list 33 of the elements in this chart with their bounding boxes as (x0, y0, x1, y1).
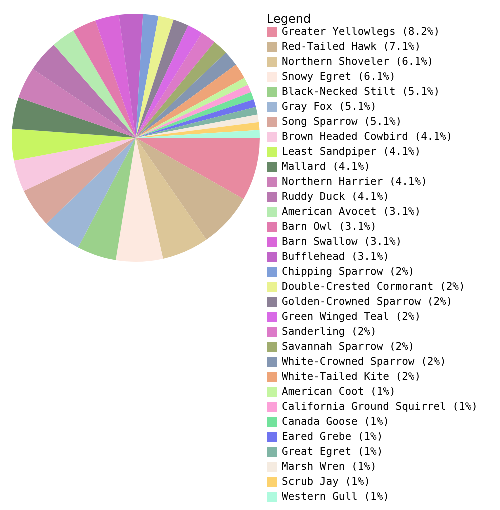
legend-label: Golden-Crowned Sparrow (2%) (282, 296, 453, 308)
legend-label: Green Winged Teal (2%) (282, 311, 422, 323)
legend-label: Canada Goose (1%) (282, 416, 390, 428)
legend-label: Eared Grebe (1%) (282, 431, 384, 443)
legend-label: Ruddy Duck (4.1%) (282, 191, 390, 203)
legend-label: Double-Crested Cormorant (2%) (282, 281, 466, 293)
legend-label: Bufflehead (3.1%) (282, 251, 390, 263)
legend-label: Least Sandpiper (4.1%) (282, 146, 422, 158)
legend-label: Snowy Egret (6.1%) (282, 71, 396, 83)
legend-label: Brown Headed Cowbird (4.1%) (282, 131, 453, 143)
legend-label: Great Egret (1%) (282, 446, 384, 458)
legend-label: Western Gull (1%) (282, 491, 390, 503)
legend-label: Northern Harrier (4.1%) (282, 176, 428, 188)
legend-label: White-Tailed Kite (2%) (282, 371, 422, 383)
legend-label: White-Crowned Sparrow (2%) (282, 356, 446, 368)
legend-label: Chipping Sparrow (2%) (282, 266, 415, 278)
legend-label: Gray Fox (5.1%) (282, 101, 377, 113)
legend-label: Northern Shoveler (6.1%) (282, 56, 434, 68)
legend-label: American Avocet (3.1%) (282, 206, 422, 218)
legend-label: Savannah Sparrow (2%) (282, 341, 415, 353)
legend-label: California Ground Squirrel (1%) (282, 401, 478, 413)
legend-label: Mallard (4.1%) (282, 161, 371, 173)
legend-label: American Coot (1%) (282, 386, 396, 398)
legend-label: Marsh Wren (1%) (282, 461, 377, 473)
legend-label: Greater Yellowlegs (8.2%) (282, 26, 440, 38)
legend-label: Red-Tailed Hawk (7.1%) (282, 41, 422, 53)
legend-label: Scrub Jay (1%) (282, 476, 371, 488)
legend-label: Barn Swallow (3.1%) (282, 236, 402, 248)
legend-label: Song Sparrow (5.1%) (282, 116, 402, 128)
legend-label: Barn Owl (3.1%) (282, 221, 377, 233)
legend-label: Sanderling (2%) (282, 326, 377, 338)
legend-title: Legend (267, 12, 312, 26)
legend-label: Black-Necked Stilt (5.1%) (282, 86, 440, 98)
